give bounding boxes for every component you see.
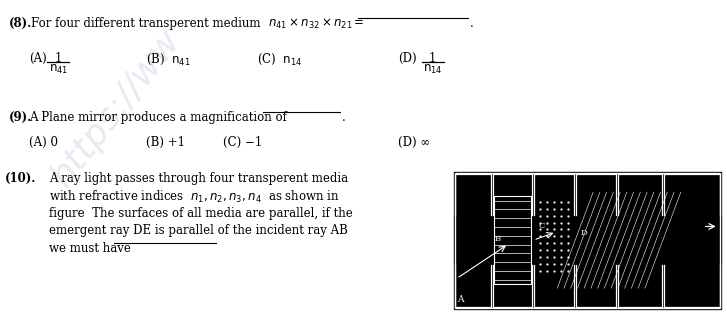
Bar [454, 173, 720, 308]
Text: we must have: we must have [49, 242, 131, 255]
Text: A Plane mirror produces a magnification of: A Plane mirror produces a magnification … [29, 111, 287, 124]
Text: $\mathrm{n_{14}}$: $\mathrm{n_{14}}$ [423, 63, 443, 76]
Text: (D): (D) [398, 52, 417, 65]
Text: 1: 1 [55, 52, 62, 65]
Bar [494, 196, 531, 284]
Text: (B)  $\mathrm{n_{41}}$: (B) $\mathrm{n_{41}}$ [146, 52, 190, 68]
Text: (D) ∞: (D) ∞ [398, 136, 430, 149]
Text: (9).: (9). [9, 111, 33, 124]
Text: figure  The surfaces of all media are parallel, if the: figure The surfaces of all media are par… [49, 207, 353, 220]
Text: (A): (A) [29, 52, 47, 65]
Text: (B) +1: (B) +1 [146, 136, 185, 149]
Text: 1: 1 [429, 52, 436, 65]
Text: $\mathrm{n_{41}}$: $\mathrm{n_{41}}$ [49, 63, 68, 76]
Text: C: C [538, 222, 545, 230]
Text: For four different transperent medium: For four different transperent medium [31, 17, 261, 30]
Text: emergent ray DE is parallel of the incident ray AB: emergent ray DE is parallel of the incid… [49, 225, 348, 237]
Text: B: B [494, 235, 501, 243]
Text: (C)  $\mathrm{n_{14}}$: (C) $\mathrm{n_{14}}$ [257, 52, 302, 68]
Text: .: . [342, 111, 346, 124]
Text: A ray light passes through four transperent media: A ray light passes through four transper… [49, 172, 348, 185]
Text: (C) −1: (C) −1 [222, 136, 262, 149]
Text: .: . [470, 17, 473, 30]
Text: https://ww: https://ww [44, 23, 188, 192]
Text: D: D [580, 230, 587, 237]
Text: with refractive indices  $n_1, n_2, n_3, n_4$  as shown in: with refractive indices $n_1, n_2, n_3, … [49, 189, 340, 205]
Text: $n_{41} \times n_{32} \times n_{21} =$: $n_{41} \times n_{32} \times n_{21} =$ [268, 17, 365, 31]
Text: A: A [457, 295, 463, 304]
Text: (10).: (10). [5, 172, 37, 185]
Text: (8).: (8). [9, 17, 33, 30]
Text: (A) 0: (A) 0 [29, 136, 58, 149]
Bar [454, 172, 720, 309]
